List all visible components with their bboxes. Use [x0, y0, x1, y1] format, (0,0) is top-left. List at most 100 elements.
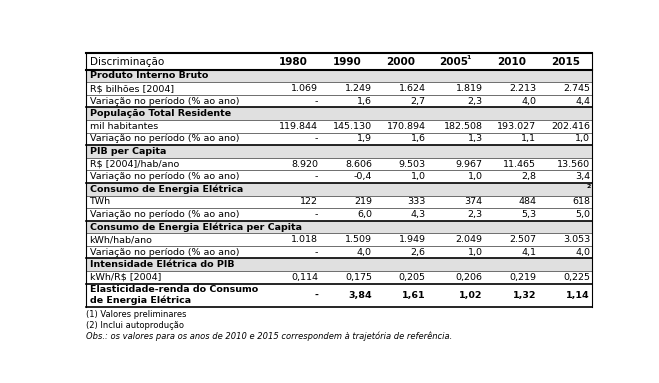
Text: 119.844: 119.844 — [279, 122, 318, 131]
Text: 0,206: 0,206 — [455, 273, 482, 282]
Text: 122: 122 — [301, 197, 318, 206]
Text: Variação no período (% ao ano): Variação no período (% ao ano) — [90, 134, 239, 143]
Text: 170.894: 170.894 — [387, 122, 426, 131]
Text: R$ bilhões [2004]: R$ bilhões [2004] — [90, 84, 174, 93]
Bar — [86, 170, 592, 183]
Text: Consumo de Energia Elétrica per Capita: Consumo de Energia Elétrica per Capita — [90, 222, 302, 232]
Bar — [86, 196, 592, 208]
Text: Consumo de Energia Elétrica: Consumo de Energia Elétrica — [90, 185, 243, 194]
Text: 0,225: 0,225 — [563, 273, 590, 282]
Bar — [86, 221, 592, 233]
Text: 3,4: 3,4 — [575, 172, 590, 181]
Text: 8.920: 8.920 — [291, 160, 318, 169]
Text: 1990: 1990 — [333, 57, 362, 67]
Text: 1,61: 1,61 — [402, 291, 426, 300]
Text: 2005: 2005 — [439, 57, 468, 67]
Text: 1.509: 1.509 — [345, 235, 372, 244]
Text: 1.249: 1.249 — [345, 84, 372, 93]
Text: -: - — [314, 291, 318, 300]
Text: Elasticidade-renda do Consumo: Elasticidade-renda do Consumo — [90, 285, 258, 295]
Text: 4,0: 4,0 — [575, 248, 590, 257]
Text: 1,0: 1,0 — [468, 248, 482, 257]
Bar — [86, 133, 592, 145]
Text: kWh/R$ [2004]: kWh/R$ [2004] — [90, 273, 161, 282]
Text: 1.624: 1.624 — [399, 84, 426, 93]
Text: 0,205: 0,205 — [399, 273, 426, 282]
Text: de Energia Elétrica: de Energia Elétrica — [90, 296, 190, 305]
Text: 2010: 2010 — [497, 57, 526, 67]
Text: 374: 374 — [465, 197, 482, 206]
Text: -: - — [315, 248, 318, 257]
Bar — [86, 120, 592, 133]
Text: 1,6: 1,6 — [357, 97, 372, 106]
Text: 9.503: 9.503 — [399, 160, 426, 169]
Text: 1,0: 1,0 — [468, 172, 482, 181]
Text: R$ [2004]/hab/ano: R$ [2004]/hab/ano — [90, 160, 179, 169]
Text: 618: 618 — [572, 197, 590, 206]
Text: 11.465: 11.465 — [503, 160, 536, 169]
Text: 4,4: 4,4 — [575, 97, 590, 106]
Text: Variação no período (% ao ano): Variação no período (% ao ano) — [90, 248, 239, 257]
Text: 3.053: 3.053 — [563, 235, 590, 244]
Bar — [86, 158, 592, 170]
Text: PIB per Capita: PIB per Capita — [90, 147, 166, 156]
Bar — [86, 82, 592, 95]
Text: 1.949: 1.949 — [399, 235, 426, 244]
Text: 2.507: 2.507 — [509, 235, 536, 244]
Text: 3,84: 3,84 — [349, 291, 372, 300]
Text: 202.416: 202.416 — [551, 122, 590, 131]
Text: 1.018: 1.018 — [291, 235, 318, 244]
Text: 2.213: 2.213 — [509, 84, 536, 93]
Text: 145.130: 145.130 — [333, 122, 372, 131]
Text: 5,0: 5,0 — [575, 210, 590, 219]
Bar — [86, 108, 592, 120]
Text: -0,4: -0,4 — [354, 172, 372, 181]
Text: (1) Valores preliminares: (1) Valores preliminares — [86, 311, 187, 319]
Text: 2,3: 2,3 — [467, 97, 482, 106]
Text: 0,175: 0,175 — [345, 273, 372, 282]
Text: 2,7: 2,7 — [411, 97, 426, 106]
Text: 0,219: 0,219 — [509, 273, 536, 282]
Text: 182.508: 182.508 — [444, 122, 482, 131]
Bar — [86, 246, 592, 259]
Text: 9.967: 9.967 — [455, 160, 482, 169]
Text: 2,8: 2,8 — [521, 172, 536, 181]
Text: 4,0: 4,0 — [521, 97, 536, 106]
Text: 1,0: 1,0 — [411, 172, 426, 181]
Text: Discriminação: Discriminação — [90, 57, 164, 67]
Text: Intensidade Elétrica do PIB: Intensidade Elétrica do PIB — [90, 260, 234, 269]
Text: 6,0: 6,0 — [357, 210, 372, 219]
Text: Variação no período (% ao ano): Variação no período (% ao ano) — [90, 172, 239, 181]
Text: -: - — [315, 97, 318, 106]
Text: 1,6: 1,6 — [411, 134, 426, 143]
Text: 1,1: 1,1 — [521, 134, 536, 143]
Text: 2.049: 2.049 — [455, 235, 482, 244]
Text: Variação no período (% ao ano): Variação no período (% ao ano) — [90, 210, 239, 219]
Text: 2.745: 2.745 — [563, 84, 590, 93]
Bar — [86, 233, 592, 246]
Bar — [86, 145, 592, 158]
Text: 1,0: 1,0 — [575, 134, 590, 143]
Text: 1,9: 1,9 — [357, 134, 372, 143]
Text: 4,3: 4,3 — [411, 210, 426, 219]
Text: 2015: 2015 — [551, 57, 580, 67]
Text: 5,3: 5,3 — [521, 210, 536, 219]
Text: mil habitantes: mil habitantes — [90, 122, 158, 131]
Text: 219: 219 — [354, 197, 372, 206]
Text: 0,114: 0,114 — [291, 273, 318, 282]
Text: População Total Residente: População Total Residente — [90, 109, 231, 118]
Bar — [86, 70, 592, 82]
Text: 1.819: 1.819 — [455, 84, 482, 93]
Text: 1,14: 1,14 — [567, 291, 590, 300]
Text: 8.606: 8.606 — [345, 160, 372, 169]
Text: 1.069: 1.069 — [291, 84, 318, 93]
Bar — [86, 95, 592, 108]
Text: 1,3: 1,3 — [467, 134, 482, 143]
Text: 2: 2 — [587, 183, 591, 188]
Text: -: - — [315, 210, 318, 219]
Text: 1: 1 — [467, 55, 471, 60]
Text: 4,1: 4,1 — [521, 248, 536, 257]
Bar — [86, 284, 592, 307]
Bar — [86, 271, 592, 284]
Text: (2) Inclui autoprodução: (2) Inclui autoprodução — [86, 321, 185, 330]
